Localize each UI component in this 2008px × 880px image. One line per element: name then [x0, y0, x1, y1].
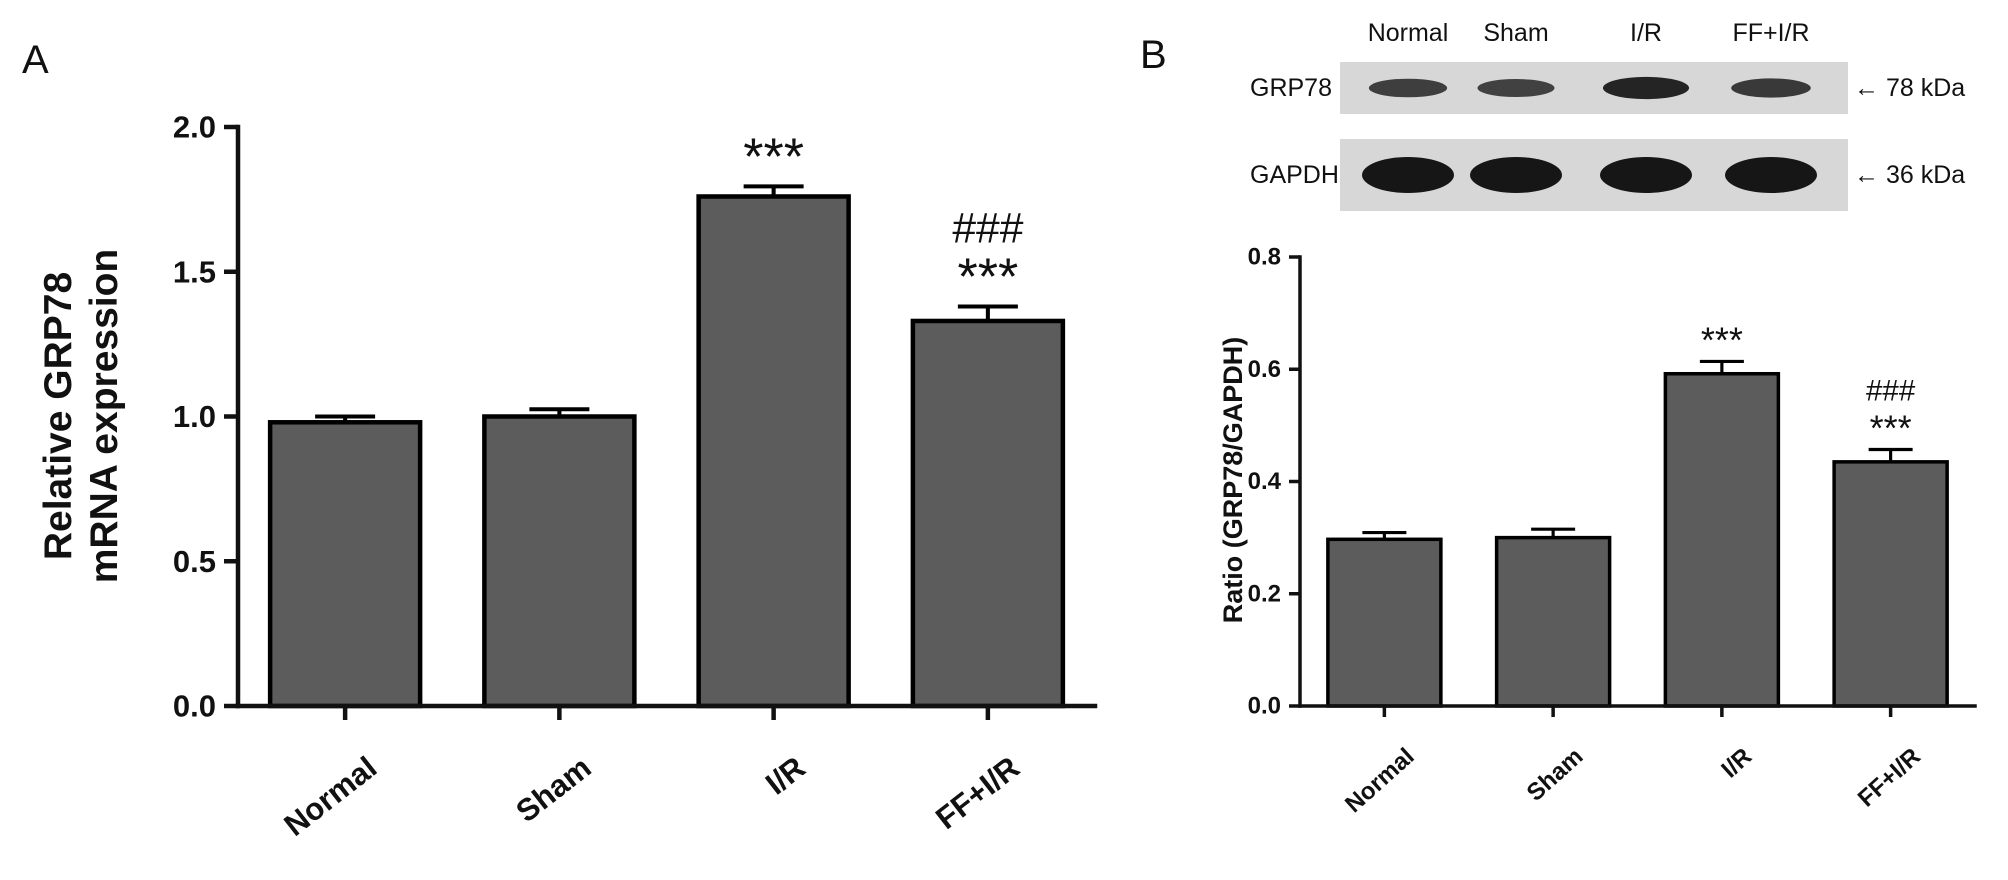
blot-lane-label: Sham — [1483, 19, 1548, 47]
y-tick-label-a: 2.0 — [173, 110, 216, 145]
bar-b-2 — [1663, 371, 1781, 708]
y-axis-title-a: Relative GRP78mRNA expression — [37, 249, 126, 584]
category-label-a: Normal — [278, 750, 384, 843]
significance-stars-a: *** — [743, 128, 804, 186]
blot-band — [1477, 79, 1555, 97]
bar-b-3 — [1832, 460, 1949, 708]
blot-protein-label: GRP78 — [1250, 74, 1332, 102]
blot-lane-label: Normal — [1368, 19, 1449, 47]
panel-a-label: A — [22, 38, 49, 82]
bar-a-1 — [482, 414, 637, 709]
bar-chart-b: Ratio (GRP78/GAPDH) Normal Sham I/R *** FF+I… — [1218, 244, 1977, 818]
y-axis-title-b: Ratio (GRP78/GAPDH) — [1218, 337, 1248, 624]
significance-hash-b: ### — [1866, 375, 1916, 408]
bar-a-3 — [910, 318, 1066, 709]
bar-b-1 — [1494, 535, 1612, 708]
significance-stars-b: *** — [1870, 408, 1912, 449]
blot-band — [1602, 76, 1690, 100]
y-axis-title-line: Ratio (GRP78/GAPDH) — [1218, 337, 1248, 624]
category-label-b: FF+I/R — [1853, 743, 1926, 813]
panel-b-label: B — [1140, 33, 1167, 77]
category-label-a: Sham — [509, 750, 597, 830]
y-tick-label-a: 0.5 — [173, 544, 216, 579]
y-tick-label-b: 0.0 — [1248, 693, 1281, 720]
bar-a-0 — [267, 420, 423, 709]
blot-band — [1470, 157, 1562, 193]
y-tick-label-b: 0.2 — [1248, 580, 1281, 607]
y-tick-label-b: 0.6 — [1248, 356, 1281, 383]
category-label-a: FF+I/R — [929, 750, 1026, 836]
y-axis-title-line: Relative GRP78 — [37, 272, 80, 560]
bar-b-0 — [1326, 537, 1443, 708]
western-blot: Normal Sham I/R FF+I/R GRP78 ← 78 kDa GAPDH ← 3… — [1250, 19, 1965, 211]
bar-chart-a: Relative GRP78mRNA expression Normal Sham… — [37, 110, 1098, 843]
category-label-b: Sham — [1522, 743, 1589, 807]
blot-band — [1731, 78, 1811, 98]
y-tick-label-a: 0.0 — [173, 689, 216, 724]
blot-size-marker: ← 78 kDa — [1854, 74, 1965, 102]
category-label-b: Normal — [1340, 743, 1420, 818]
blot-lane-label: I/R — [1630, 19, 1662, 47]
significance-stars-a: *** — [958, 248, 1019, 306]
category-label-a: I/R — [759, 750, 812, 802]
blot-band — [1600, 157, 1692, 193]
y-tick-label-b: 0.4 — [1248, 468, 1282, 495]
blot-band — [1725, 157, 1817, 193]
blot-size-marker: ← 36 kDa — [1854, 161, 1965, 189]
category-label-b: I/R — [1716, 743, 1757, 784]
significance-stars-b: *** — [1701, 319, 1743, 360]
y-axis-title-line: mRNA expression — [83, 249, 126, 584]
blot-band — [1362, 157, 1454, 193]
y-tick-label-a: 1.0 — [173, 399, 216, 434]
bar-a-2 — [696, 194, 851, 709]
y-tick-label-a: 1.5 — [173, 254, 216, 289]
y-tick-label-b: 0.8 — [1248, 244, 1281, 271]
blot-protein-label: GAPDH — [1250, 161, 1339, 189]
blot-band — [1368, 78, 1448, 98]
blot-lane-label: FF+I/R — [1732, 19, 1809, 47]
significance-hash-a: ### — [952, 204, 1023, 252]
